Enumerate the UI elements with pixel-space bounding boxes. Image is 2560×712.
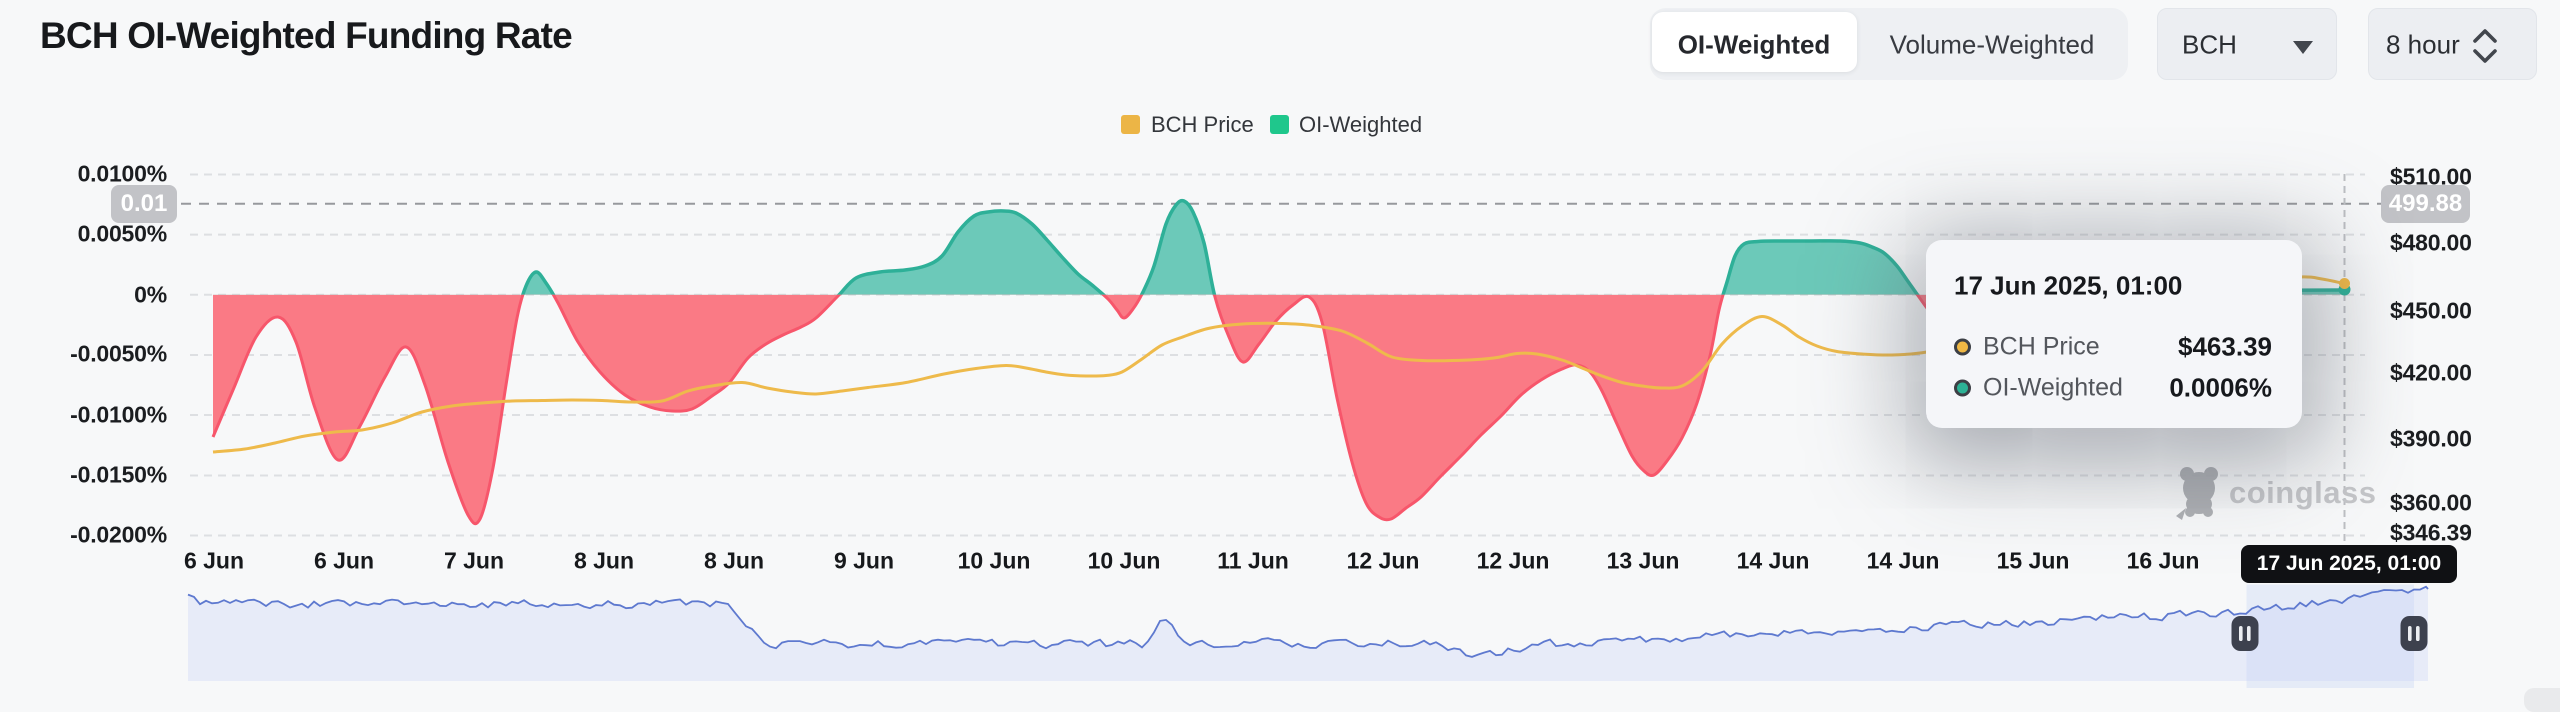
svg-text:coinglass: coinglass [2229, 475, 2377, 510]
